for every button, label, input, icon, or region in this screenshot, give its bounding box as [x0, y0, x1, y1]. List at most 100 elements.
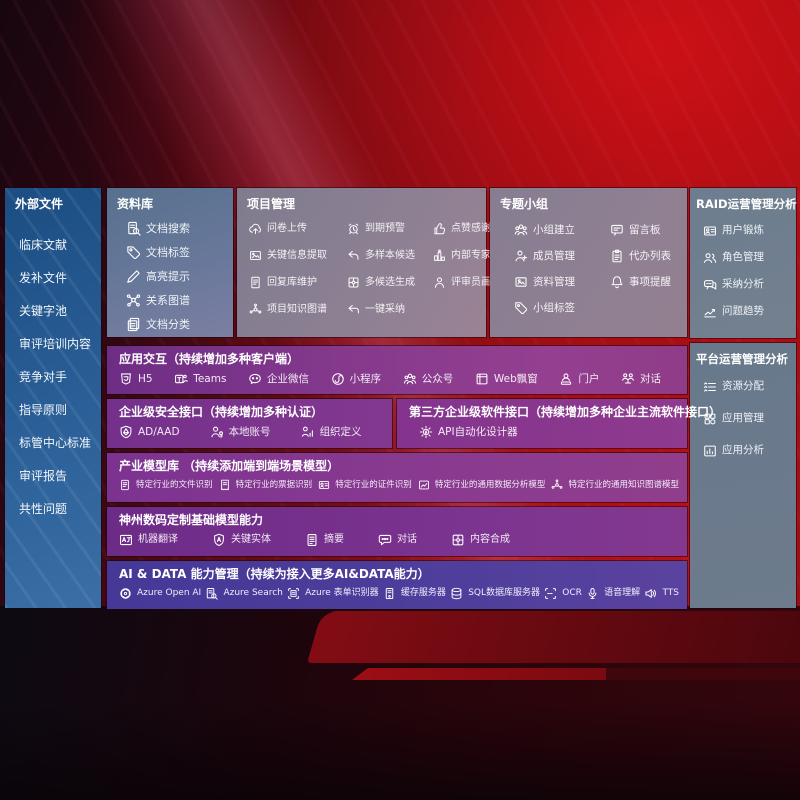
panel-repository: 资料库 文档搜索 文档标签 高亮提示 关系图谱 文档分类: [107, 188, 233, 337]
bbs-icon: [610, 223, 624, 237]
dialog-icon: [621, 372, 635, 386]
item-label: 特定行业的证件识别: [335, 479, 412, 490]
panel-project-management: 项目管理 问卷上传 到期预警 点赞感谢 关键信息提取 多样本候选 内部专家排名 回复库维护 多…: [237, 188, 511, 337]
user-card-icon: [703, 224, 717, 238]
project-item: 多样本候选: [347, 249, 433, 262]
official-account-icon: [403, 372, 417, 386]
aidata-item: Azure Search: [205, 587, 283, 600]
api-gear-icon: [419, 425, 433, 439]
group-item: 小组标签: [514, 301, 610, 315]
project-item: 点赞感谢: [433, 222, 511, 235]
cache-server-icon: [383, 587, 396, 600]
raid-analysis-title: RAID运营管理分析: [696, 197, 797, 211]
aidata-item: Azure Open AI: [119, 587, 201, 600]
industry-models-items: 特定行业的文件识别 特定行业的票据识别 特定行业的证件识别 特定行业的通用数据分析模型…: [107, 473, 687, 491]
item-label: 回复库维护: [267, 276, 317, 288]
project-item: 回复库维护: [249, 276, 347, 289]
external-file-item: 审评报告: [19, 470, 101, 482]
item-label: 资源分配: [722, 380, 764, 393]
topic-groups-items: 小组建立 留言板 成员管理 代办列表 资料管理 事项提醒 小组标签: [490, 211, 687, 315]
highlight-pen-icon: [126, 269, 141, 284]
security-item: 本地账号: [210, 425, 271, 439]
kg-model-icon: [551, 479, 563, 491]
panel-security-interface: 企业级安全接口（持续增加多种认证） AD/AAD 本地账号 组织定义: [107, 399, 392, 448]
relation-graph-icon: [126, 293, 141, 308]
item-label: 特定行业的票据识别: [235, 479, 313, 490]
group-item: 事项提醒: [610, 275, 683, 289]
panel-industry-models: 产业模型库 （持续添加端到端场景模型） 特定行业的文件识别 特定行业的票据识别 特定…: [107, 453, 687, 502]
project-item: 多候选生成: [347, 276, 433, 289]
portal-icon: [559, 372, 573, 386]
item-label: 文档标签: [146, 246, 190, 260]
app-chart-icon: [703, 444, 717, 458]
trend-chart-icon: [703, 305, 717, 319]
item-label: 一键采纳: [365, 303, 405, 315]
summary-doc-icon: [305, 533, 319, 547]
item-label: 高亮提示: [146, 270, 190, 284]
tag-icon: [514, 301, 528, 315]
item-label: 对话: [397, 534, 417, 546]
interaction-item: 对话: [621, 372, 661, 386]
item-label: 特定行业的通用知识图谱模型: [568, 479, 679, 490]
item-label: 多候选生成: [365, 276, 415, 288]
data-model-icon: [418, 479, 430, 491]
item-label: 关键实体: [231, 534, 271, 546]
item-label: 应用分析: [722, 444, 764, 457]
item-label: 内部专家排名: [451, 249, 511, 261]
monitor-stand-bar: [352, 668, 608, 680]
monitor-stand-bar-shadow: [606, 668, 800, 680]
item-label: 到期预警: [365, 222, 405, 234]
interaction-item: Web飘窗: [475, 372, 538, 386]
raid-analysis-items: 用户锻炼 角色管理 采纳分析 问题趋势: [690, 224, 796, 319]
tag-icon: [126, 245, 141, 260]
info-extract-icon: [249, 249, 262, 262]
adopt-arrow-icon: [347, 303, 360, 316]
interaction-item: 公众号: [403, 372, 453, 386]
material-manage-icon: [514, 275, 528, 289]
panel-topic-groups: 专题小组 小组建立 留言板 成员管理 代办列表 资料管理 事项提醒 小组标签: [490, 188, 687, 337]
item-label: 缓存服务器: [400, 588, 446, 599]
item-label: 资料管理: [533, 275, 575, 288]
compose-icon: [451, 533, 465, 547]
item-label: 项目知识图谱: [267, 303, 327, 315]
item-label: Azure Search: [223, 588, 283, 599]
puzzle-icon: [347, 276, 360, 289]
item-label: 特定行业的通用数据分析模型: [434, 479, 546, 490]
project-item: 评审员画像: [433, 276, 511, 289]
thumbs-up-icon: [433, 222, 446, 235]
interaction-item: 企业微信: [248, 372, 309, 386]
platform-item: 资源分配: [703, 380, 796, 394]
ai-data-capability-title: AI & DATA 能力管理（持续为接入更多AI&DATA能力）: [119, 567, 430, 581]
project-management-title: 项目管理: [247, 197, 296, 211]
raid-item: 角色管理: [703, 251, 796, 265]
item-label: API自动化设计器: [438, 425, 518, 438]
local-account-icon: [210, 425, 224, 439]
item-label: 审评培训内容: [19, 337, 92, 352]
app-interaction-items: H5 Teams 企业微信 小程序 公众号 Web飘窗 门户 对话: [107, 366, 687, 386]
chat-bubble-icon: [378, 533, 392, 547]
todo-list-icon: [610, 249, 624, 263]
security-item: AD/AAD: [119, 425, 180, 439]
item-label: 文档搜索: [146, 222, 190, 236]
ocr-icon: [544, 587, 557, 600]
h5-icon: [119, 372, 133, 386]
item-label: 多样本候选: [365, 249, 415, 261]
industry-item: 特定行业的票据识别: [219, 479, 313, 491]
raid-item: 用户锻炼: [703, 224, 796, 238]
azure-search-icon: [205, 587, 219, 600]
item-label: 评审员画像: [451, 276, 501, 288]
person-icon: [433, 276, 446, 289]
item-label: 组织定义: [319, 425, 362, 438]
raid-item: 采纳分析: [703, 278, 796, 292]
group-item: 小组建立: [514, 223, 610, 237]
roles-icon: [703, 251, 717, 265]
platform-item: 应用管理: [703, 412, 796, 426]
group-item: 留言板: [610, 223, 683, 237]
item-label: 特定行业的文件识别: [136, 479, 213, 490]
project-item: 项目知识图谱: [249, 303, 347, 316]
group-item: 成员管理: [514, 249, 610, 263]
edit-pen-icon: [249, 276, 262, 289]
sql-database-icon: [450, 587, 463, 600]
industry-item: 特定行业的通用知识图谱模型: [551, 479, 679, 491]
security-interface-items: AD/AAD 本地账号 组织定义: [107, 419, 392, 439]
